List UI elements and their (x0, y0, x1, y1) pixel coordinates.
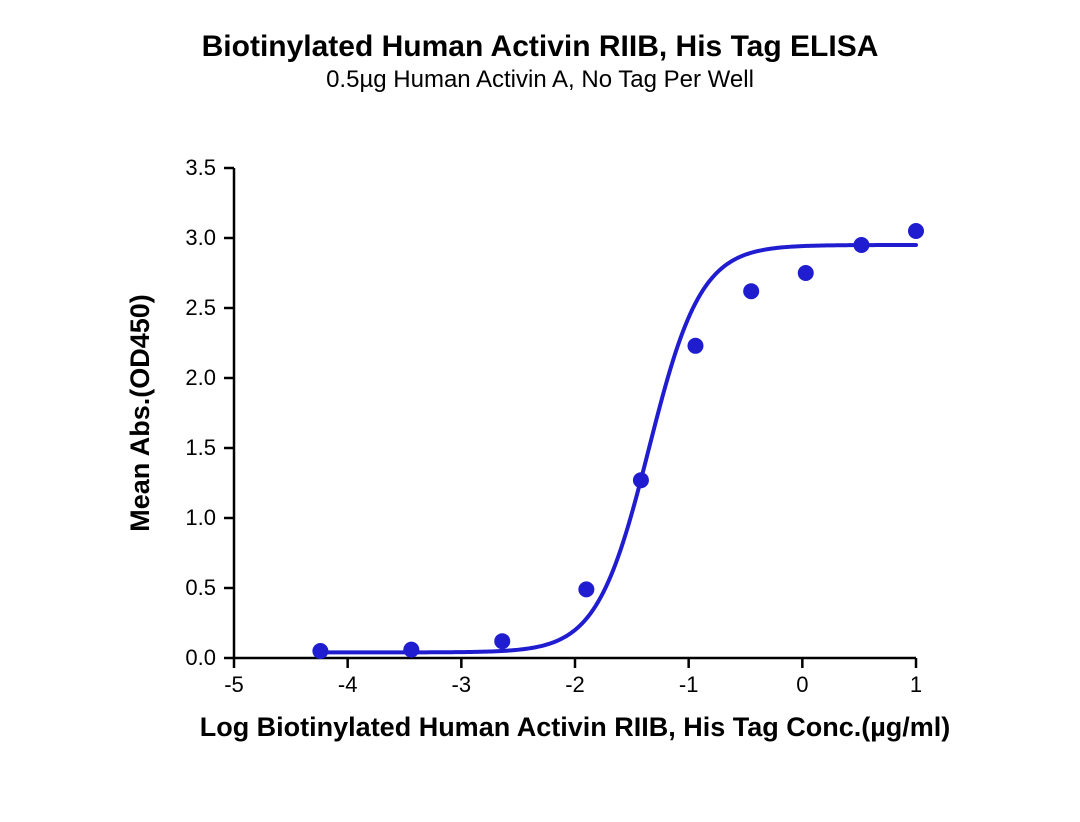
fit-curve (320, 245, 916, 652)
data-point (798, 265, 814, 281)
y-tick-label: 3.5 (185, 155, 216, 180)
data-point (633, 472, 649, 488)
data-point (312, 643, 328, 659)
y-tick-label: 2.0 (185, 365, 216, 390)
data-point (743, 283, 759, 299)
plot-svg: -5 -4 -3 -2 -1 0 1 0.0 0.5 1.0 1.5 2.0 2.5 3.0 3.5 Log … (0, 0, 1080, 822)
y-tick-label: 1.0 (185, 505, 216, 530)
data-point (908, 223, 924, 239)
chart-container: Biotinylated Human Activin RIIB, His Tag… (0, 0, 1080, 822)
y-tick-label: 3.0 (185, 225, 216, 250)
data-point (494, 633, 510, 649)
y-tick-label: 0.0 (185, 645, 216, 670)
data-point (853, 237, 869, 253)
y-tick-label: 0.5 (185, 575, 216, 600)
x-tick-label: -4 (338, 672, 358, 697)
data-point (403, 642, 419, 658)
x-tick-label: 0 (796, 672, 808, 697)
x-tick-label: -3 (452, 672, 472, 697)
x-tick-label: -2 (565, 672, 585, 697)
y-axis-title: Mean Abs.(OD450) (125, 294, 155, 532)
data-point (687, 338, 703, 354)
data-point (578, 581, 594, 597)
y-tick-label: 2.5 (185, 295, 216, 320)
x-tick-label: -1 (679, 672, 699, 697)
y-tick-label: 1.5 (185, 435, 216, 460)
x-tick-label: 1 (910, 672, 922, 697)
x-tick-label: -5 (224, 672, 244, 697)
x-axis-title: Log Biotinylated Human Activin RIIB, His… (200, 712, 951, 742)
